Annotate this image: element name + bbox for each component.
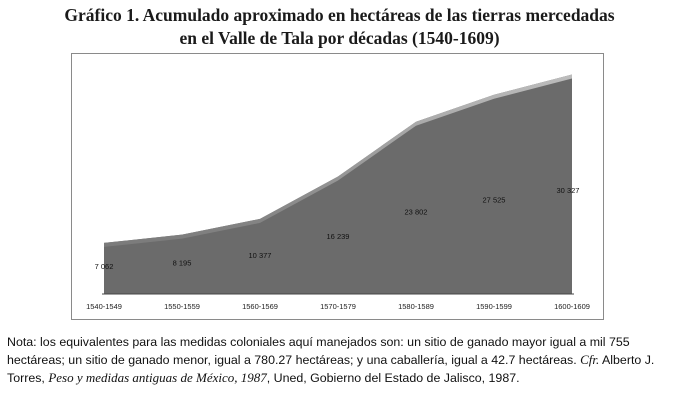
footnote-text-1: Nota: los equivalentes para las medidas … xyxy=(7,335,630,367)
chart-title: Gráfico 1. Acumulado aproximado en hectá… xyxy=(0,4,679,50)
data-label-2: 10 377 xyxy=(249,251,272,260)
x-tick-label-3: 1570-1579 xyxy=(320,302,356,311)
data-label-6: 30 327 xyxy=(557,186,580,195)
x-tick-label-6: 1600-1609 xyxy=(554,302,590,311)
data-label-3: 16 239 xyxy=(327,232,350,241)
data-label-5: 27 525 xyxy=(483,195,506,204)
footnote-book-title: Peso y medidas antiguas de México, 1987 xyxy=(48,370,267,385)
footnote: Nota: los equivalentes para las medidas … xyxy=(7,333,675,387)
footnote-text-2: Alberto J. Torres, xyxy=(7,353,655,385)
x-tick-label-2: 1560-1569 xyxy=(242,302,278,311)
chart-title-line2: en el Valle de Tala por décadas (1540-16… xyxy=(179,28,500,48)
x-tick-label-4: 1580-1589 xyxy=(398,302,434,311)
footnote-cfr: Cfr. xyxy=(580,352,600,367)
x-tick-label-1: 1550-1559 xyxy=(164,302,200,311)
area-series xyxy=(104,74,572,294)
chart-title-line1: Gráfico 1. Acumulado aproximado en hectá… xyxy=(64,5,615,25)
data-label-1: 8 195 xyxy=(173,258,192,267)
data-label-0: 7 062 xyxy=(95,262,114,271)
x-tick-label-0: 1540-1549 xyxy=(86,302,122,311)
area-chart-svg: 7 062 8 195 10 377 16 239 23 802 27 525 30 327… xyxy=(86,74,590,311)
x-tick-label-5: 1590-1599 xyxy=(476,302,512,311)
data-label-4: 23 802 xyxy=(405,207,428,216)
chart-area: 7 062 8 195 10 377 16 239 23 802 27 525 30 327… xyxy=(71,53,604,320)
footnote-text-3: , Uned, Gobierno del Estado de Jalisco, … xyxy=(266,371,520,385)
